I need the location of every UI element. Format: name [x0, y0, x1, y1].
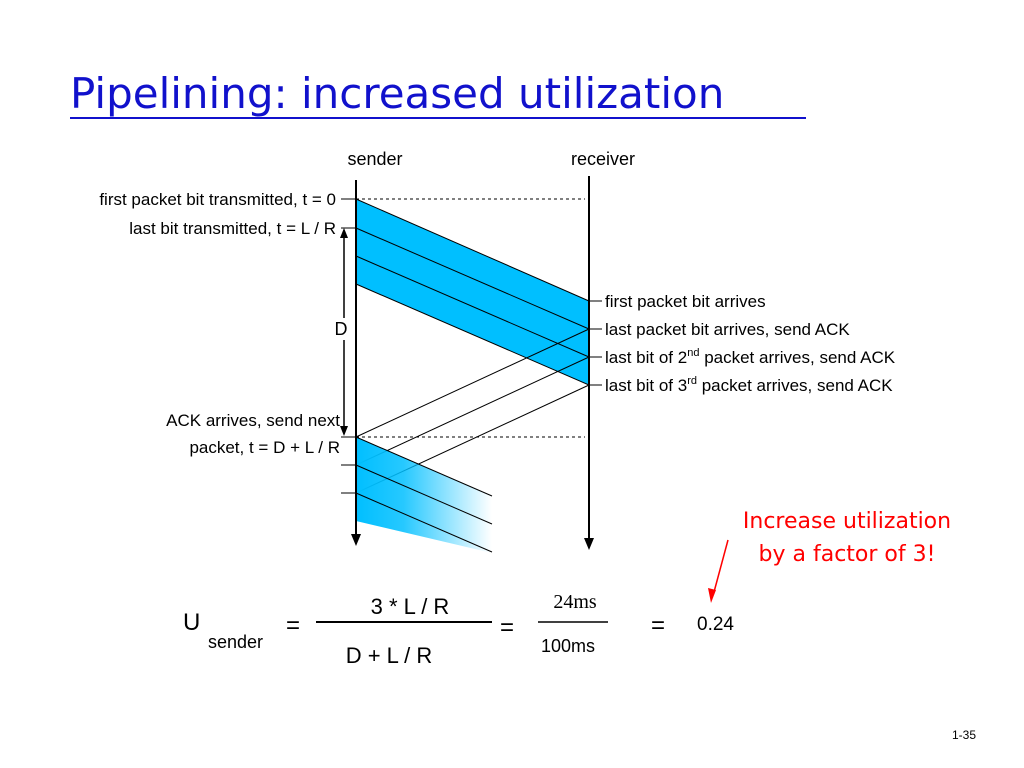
formula-numerator: 3 * L / R [371, 594, 450, 619]
formula-result: 0.24 [697, 614, 734, 635]
slide-title: Pipelining: increased utilization [70, 69, 724, 118]
page-number: 1-35 [952, 728, 976, 742]
utilization-annotation-line2: by a factor of 3! [759, 542, 936, 567]
annotation-arrowhead [708, 588, 716, 603]
packet-band [356, 199, 589, 385]
ack-line-1 [355, 328, 590, 438]
formula-equals-2: = [500, 614, 514, 641]
first-bit-transmitted-label: first packet bit transmitted, t = 0 [99, 190, 336, 209]
ack-arrives-label-line1: ACK arrives, send next [166, 411, 340, 430]
delay-label-bg [330, 318, 354, 340]
receiver-timeline-arrowhead [584, 538, 594, 550]
sender-timeline-arrowhead [351, 534, 361, 546]
formula-denominator-2: 100ms [541, 636, 595, 656]
annotation-arrow-shaft [713, 539, 729, 593]
formula-equals-1: = [286, 612, 300, 639]
formula-numerator-2: 24ms [553, 591, 597, 613]
next-edge-2 [355, 464, 493, 525]
packet-edge-1 [355, 198, 590, 302]
formula-denominator: D + L / R [346, 643, 433, 668]
second-packet-arrives-label: last bit of 2nd packet arrives, send ACK [605, 347, 896, 367]
utilization-annotation-line1: Increase utilization [743, 509, 951, 534]
formula-equals-3: = [651, 612, 665, 639]
delay-arrowhead-bottom [340, 426, 348, 436]
sender-label: sender [347, 149, 402, 169]
packet-edge-2 [355, 227, 590, 330]
last-bit-transmitted-label: last bit transmitted, t = L / R [129, 219, 336, 238]
first-bit-arrives-label: first packet bit arrives [605, 292, 766, 311]
formula-u: U [183, 609, 200, 636]
receiver-label: receiver [571, 149, 635, 169]
packet-edge-3 [355, 255, 590, 358]
next-edge-3 [355, 492, 493, 553]
delay-label: D [335, 319, 348, 339]
next-edge-1 [355, 436, 493, 497]
packet-edge-4 [355, 283, 590, 386]
formula-subscript: sender [208, 632, 263, 652]
delay-arrowhead-top [340, 228, 348, 238]
ack-line-2 [355, 356, 590, 466]
last-bit-arrives-label: last packet bit arrives, send ACK [605, 320, 850, 339]
ack-arrives-label-line2: packet, t = D + L / R [189, 438, 340, 457]
third-packet-arrives-label: last bit of 3rd packet arrives, send ACK [605, 375, 893, 395]
